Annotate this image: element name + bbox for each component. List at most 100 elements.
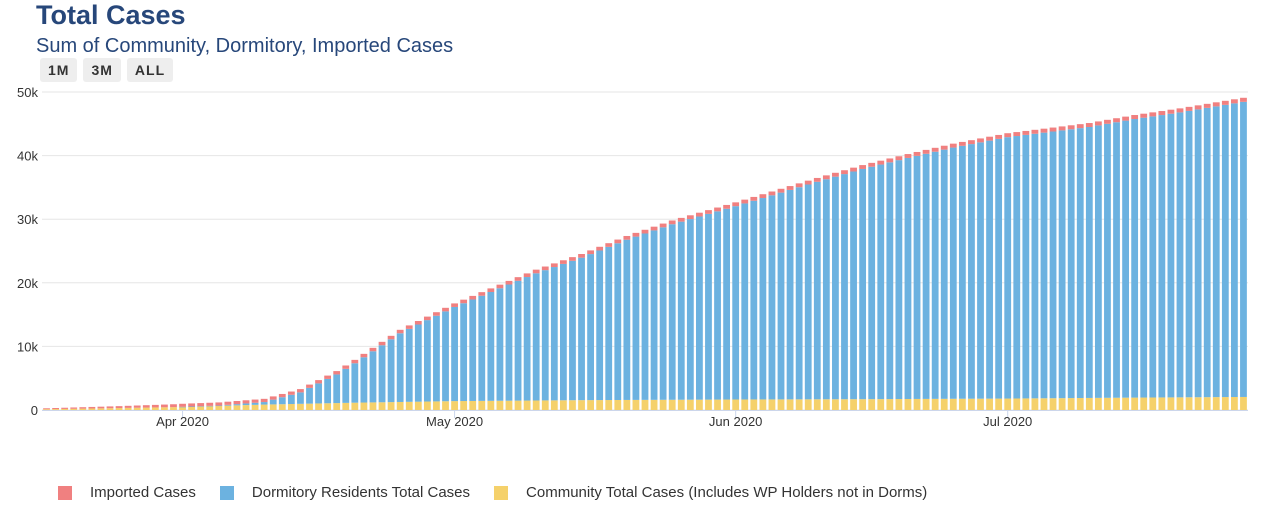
bar-imported[interactable] — [79, 407, 87, 409]
bar-community[interactable] — [750, 399, 758, 410]
bar-dormitory[interactable] — [777, 192, 785, 400]
bar-dormitory[interactable] — [686, 219, 694, 400]
bar-community[interactable] — [188, 406, 196, 410]
bar-community[interactable] — [1013, 398, 1021, 410]
bar-community[interactable] — [596, 400, 604, 410]
bar-community[interactable] — [995, 398, 1003, 410]
bar-community[interactable] — [1104, 397, 1111, 410]
bar-imported[interactable] — [759, 194, 767, 199]
bar-dormitory[interactable] — [215, 405, 223, 407]
bar-community[interactable] — [786, 399, 794, 410]
bar-imported[interactable] — [251, 399, 259, 403]
bar-dormitory[interactable] — [668, 224, 676, 400]
bar-community[interactable] — [922, 398, 930, 410]
bar-community[interactable] — [233, 405, 241, 410]
bar-community[interactable] — [859, 399, 867, 410]
bar-imported[interactable] — [895, 156, 903, 161]
bar-community[interactable] — [369, 402, 377, 410]
bar-dormitory[interactable] — [496, 288, 504, 401]
bar-imported[interactable] — [469, 295, 477, 300]
bar-community[interactable] — [1185, 397, 1193, 410]
bar-imported[interactable] — [43, 408, 50, 410]
bar-dormitory[interactable] — [750, 200, 758, 400]
bar-imported[interactable] — [968, 140, 975, 145]
bar-imported[interactable] — [179, 403, 186, 407]
bar-community[interactable] — [142, 407, 150, 410]
bar-dormitory[interactable] — [641, 233, 649, 400]
bar-dormitory[interactable] — [922, 153, 930, 399]
bar-community[interactable] — [505, 400, 513, 410]
bar-community[interactable] — [958, 398, 966, 410]
bar-imported[interactable] — [342, 365, 350, 369]
bar-community[interactable] — [43, 409, 50, 410]
bar-community[interactable] — [260, 404, 268, 410]
bar-community[interactable] — [1040, 398, 1048, 410]
bar-community[interactable] — [623, 399, 631, 410]
bar-community[interactable] — [1058, 398, 1066, 410]
bar-community[interactable] — [478, 400, 486, 410]
bar-imported[interactable] — [115, 406, 123, 409]
bar-dormitory[interactable] — [759, 198, 767, 400]
bar-imported[interactable] — [188, 403, 196, 407]
bar-community[interactable] — [605, 400, 613, 410]
bar-community[interactable] — [1131, 397, 1139, 410]
bar-imported[interactable] — [913, 151, 921, 156]
bar-imported[interactable] — [532, 269, 540, 274]
bar-imported[interactable] — [641, 229, 649, 234]
bar-community[interactable] — [242, 405, 250, 410]
bar-dormitory[interactable] — [632, 236, 640, 400]
bar-imported[interactable] — [451, 303, 458, 307]
bar-imported[interactable] — [877, 160, 885, 165]
bar-imported[interactable] — [142, 405, 150, 408]
bar-imported[interactable] — [442, 307, 449, 312]
bar-dormitory[interactable] — [995, 138, 1003, 399]
bar-community[interactable] — [179, 406, 186, 410]
bar-community[interactable] — [804, 399, 812, 410]
bar-imported[interactable] — [768, 191, 776, 196]
bar-imported[interactable] — [487, 288, 495, 292]
bar-imported[interactable] — [886, 158, 894, 163]
bar-community[interactable] — [877, 399, 885, 410]
bar-imported[interactable] — [677, 217, 685, 222]
bar-community[interactable] — [351, 402, 359, 410]
bar-dormitory[interactable] — [1022, 134, 1030, 399]
bar-community[interactable] — [1022, 398, 1030, 410]
bar-imported[interactable] — [650, 226, 658, 231]
bar-dormitory[interactable] — [804, 184, 812, 400]
bar-community[interactable] — [541, 400, 549, 410]
bar-dormitory[interactable] — [931, 151, 939, 399]
bar-community[interactable] — [496, 400, 504, 410]
bar-community[interactable] — [759, 399, 767, 410]
bar-community[interactable] — [1194, 397, 1202, 410]
bar-community[interactable] — [868, 399, 876, 410]
bar-imported[interactable] — [578, 254, 585, 258]
bar-dormitory[interactable] — [478, 295, 486, 401]
bar-dormitory[interactable] — [378, 345, 386, 403]
bar-community[interactable] — [968, 398, 975, 410]
bar-imported[interactable] — [1131, 115, 1139, 120]
bar-imported[interactable] — [61, 407, 69, 409]
bar-imported[interactable] — [1058, 126, 1066, 131]
bar-dormitory[interactable] — [886, 162, 894, 400]
bar-dormitory[interactable] — [442, 311, 449, 402]
bar-community[interactable] — [442, 401, 449, 410]
range-1m-button[interactable]: 1M — [40, 58, 78, 82]
bar-dormitory[interactable] — [623, 239, 631, 400]
bar-community[interactable] — [931, 398, 939, 410]
bar-imported[interactable] — [605, 243, 613, 247]
bar-community[interactable] — [668, 399, 676, 410]
bar-community[interactable] — [378, 402, 386, 410]
bar-imported[interactable] — [523, 273, 531, 278]
bar-imported[interactable] — [786, 186, 794, 190]
bar-dormitory[interactable] — [224, 404, 232, 406]
bar-dormitory[interactable] — [487, 292, 495, 401]
bar-community[interactable] — [52, 409, 59, 410]
bar-dormitory[interactable] — [795, 187, 803, 400]
bar-imported[interactable] — [1113, 118, 1120, 123]
bar-imported[interactable] — [360, 353, 368, 358]
bar-dormitory[interactable] — [1094, 125, 1102, 398]
bar-community[interactable] — [224, 405, 232, 410]
bar-community[interactable] — [1049, 398, 1057, 410]
bar-dormitory[interactable] — [1049, 131, 1057, 399]
bar-imported[interactable] — [423, 316, 431, 321]
